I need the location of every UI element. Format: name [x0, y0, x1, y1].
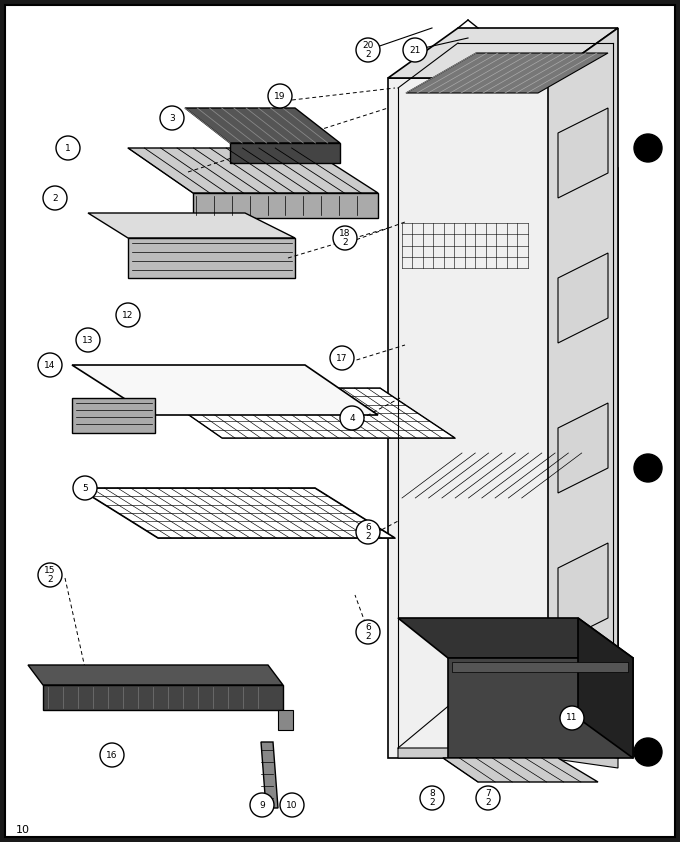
Polygon shape: [388, 28, 618, 78]
Text: 1: 1: [65, 143, 71, 152]
Polygon shape: [443, 758, 598, 782]
Circle shape: [116, 303, 140, 327]
Text: 15
2: 15 2: [44, 567, 56, 584]
Circle shape: [38, 353, 62, 377]
Circle shape: [43, 186, 67, 210]
Polygon shape: [230, 143, 340, 163]
Polygon shape: [150, 388, 455, 438]
Polygon shape: [578, 618, 633, 758]
Text: 7
2: 7 2: [485, 789, 491, 807]
Circle shape: [340, 406, 364, 430]
Text: 4: 4: [350, 413, 355, 423]
Circle shape: [330, 346, 354, 370]
Text: 10: 10: [16, 825, 30, 835]
Text: 6
2: 6 2: [365, 623, 371, 641]
Text: 17: 17: [336, 354, 347, 363]
Polygon shape: [72, 365, 378, 415]
Text: 12: 12: [122, 311, 134, 319]
Text: 18
2: 18 2: [339, 229, 351, 247]
Polygon shape: [72, 398, 155, 433]
Circle shape: [250, 793, 274, 817]
Polygon shape: [398, 748, 618, 768]
Circle shape: [634, 738, 662, 766]
Text: 6
2: 6 2: [365, 524, 371, 541]
Polygon shape: [278, 710, 293, 730]
Text: 13: 13: [82, 335, 94, 344]
Circle shape: [160, 106, 184, 130]
Polygon shape: [43, 685, 283, 710]
Polygon shape: [88, 213, 295, 238]
Circle shape: [73, 476, 97, 500]
Polygon shape: [406, 53, 608, 93]
Polygon shape: [558, 543, 608, 643]
Text: 9: 9: [259, 801, 265, 809]
Text: 5: 5: [82, 483, 88, 493]
Polygon shape: [452, 662, 628, 672]
Polygon shape: [185, 108, 340, 143]
Circle shape: [356, 38, 380, 62]
Polygon shape: [128, 238, 295, 278]
Circle shape: [356, 620, 380, 644]
Polygon shape: [558, 108, 608, 198]
Text: 8
2: 8 2: [429, 789, 435, 807]
Text: 20
2: 20 2: [362, 41, 374, 59]
Text: 11: 11: [566, 713, 578, 722]
Text: 21: 21: [409, 45, 421, 55]
Circle shape: [56, 136, 80, 160]
Circle shape: [333, 226, 357, 250]
Polygon shape: [388, 78, 618, 758]
Circle shape: [403, 38, 427, 62]
Polygon shape: [193, 193, 378, 218]
Circle shape: [100, 743, 124, 767]
Circle shape: [420, 786, 444, 810]
Circle shape: [280, 793, 304, 817]
Text: 3: 3: [169, 114, 175, 122]
Polygon shape: [548, 28, 618, 758]
Text: 10: 10: [286, 801, 298, 809]
Polygon shape: [558, 403, 608, 493]
Polygon shape: [558, 253, 608, 343]
Circle shape: [634, 134, 662, 162]
Text: 19: 19: [274, 92, 286, 100]
Circle shape: [356, 520, 380, 544]
Polygon shape: [128, 148, 378, 193]
Polygon shape: [398, 618, 633, 658]
Text: 14: 14: [44, 360, 56, 370]
Circle shape: [38, 563, 62, 587]
Circle shape: [476, 786, 500, 810]
Text: 2: 2: [52, 194, 58, 202]
Circle shape: [268, 84, 292, 108]
Circle shape: [634, 454, 662, 482]
Polygon shape: [78, 488, 395, 538]
Circle shape: [560, 706, 584, 730]
Polygon shape: [28, 665, 283, 685]
Circle shape: [76, 328, 100, 352]
Polygon shape: [261, 742, 278, 808]
Polygon shape: [448, 658, 633, 758]
Text: 16: 16: [106, 750, 118, 759]
